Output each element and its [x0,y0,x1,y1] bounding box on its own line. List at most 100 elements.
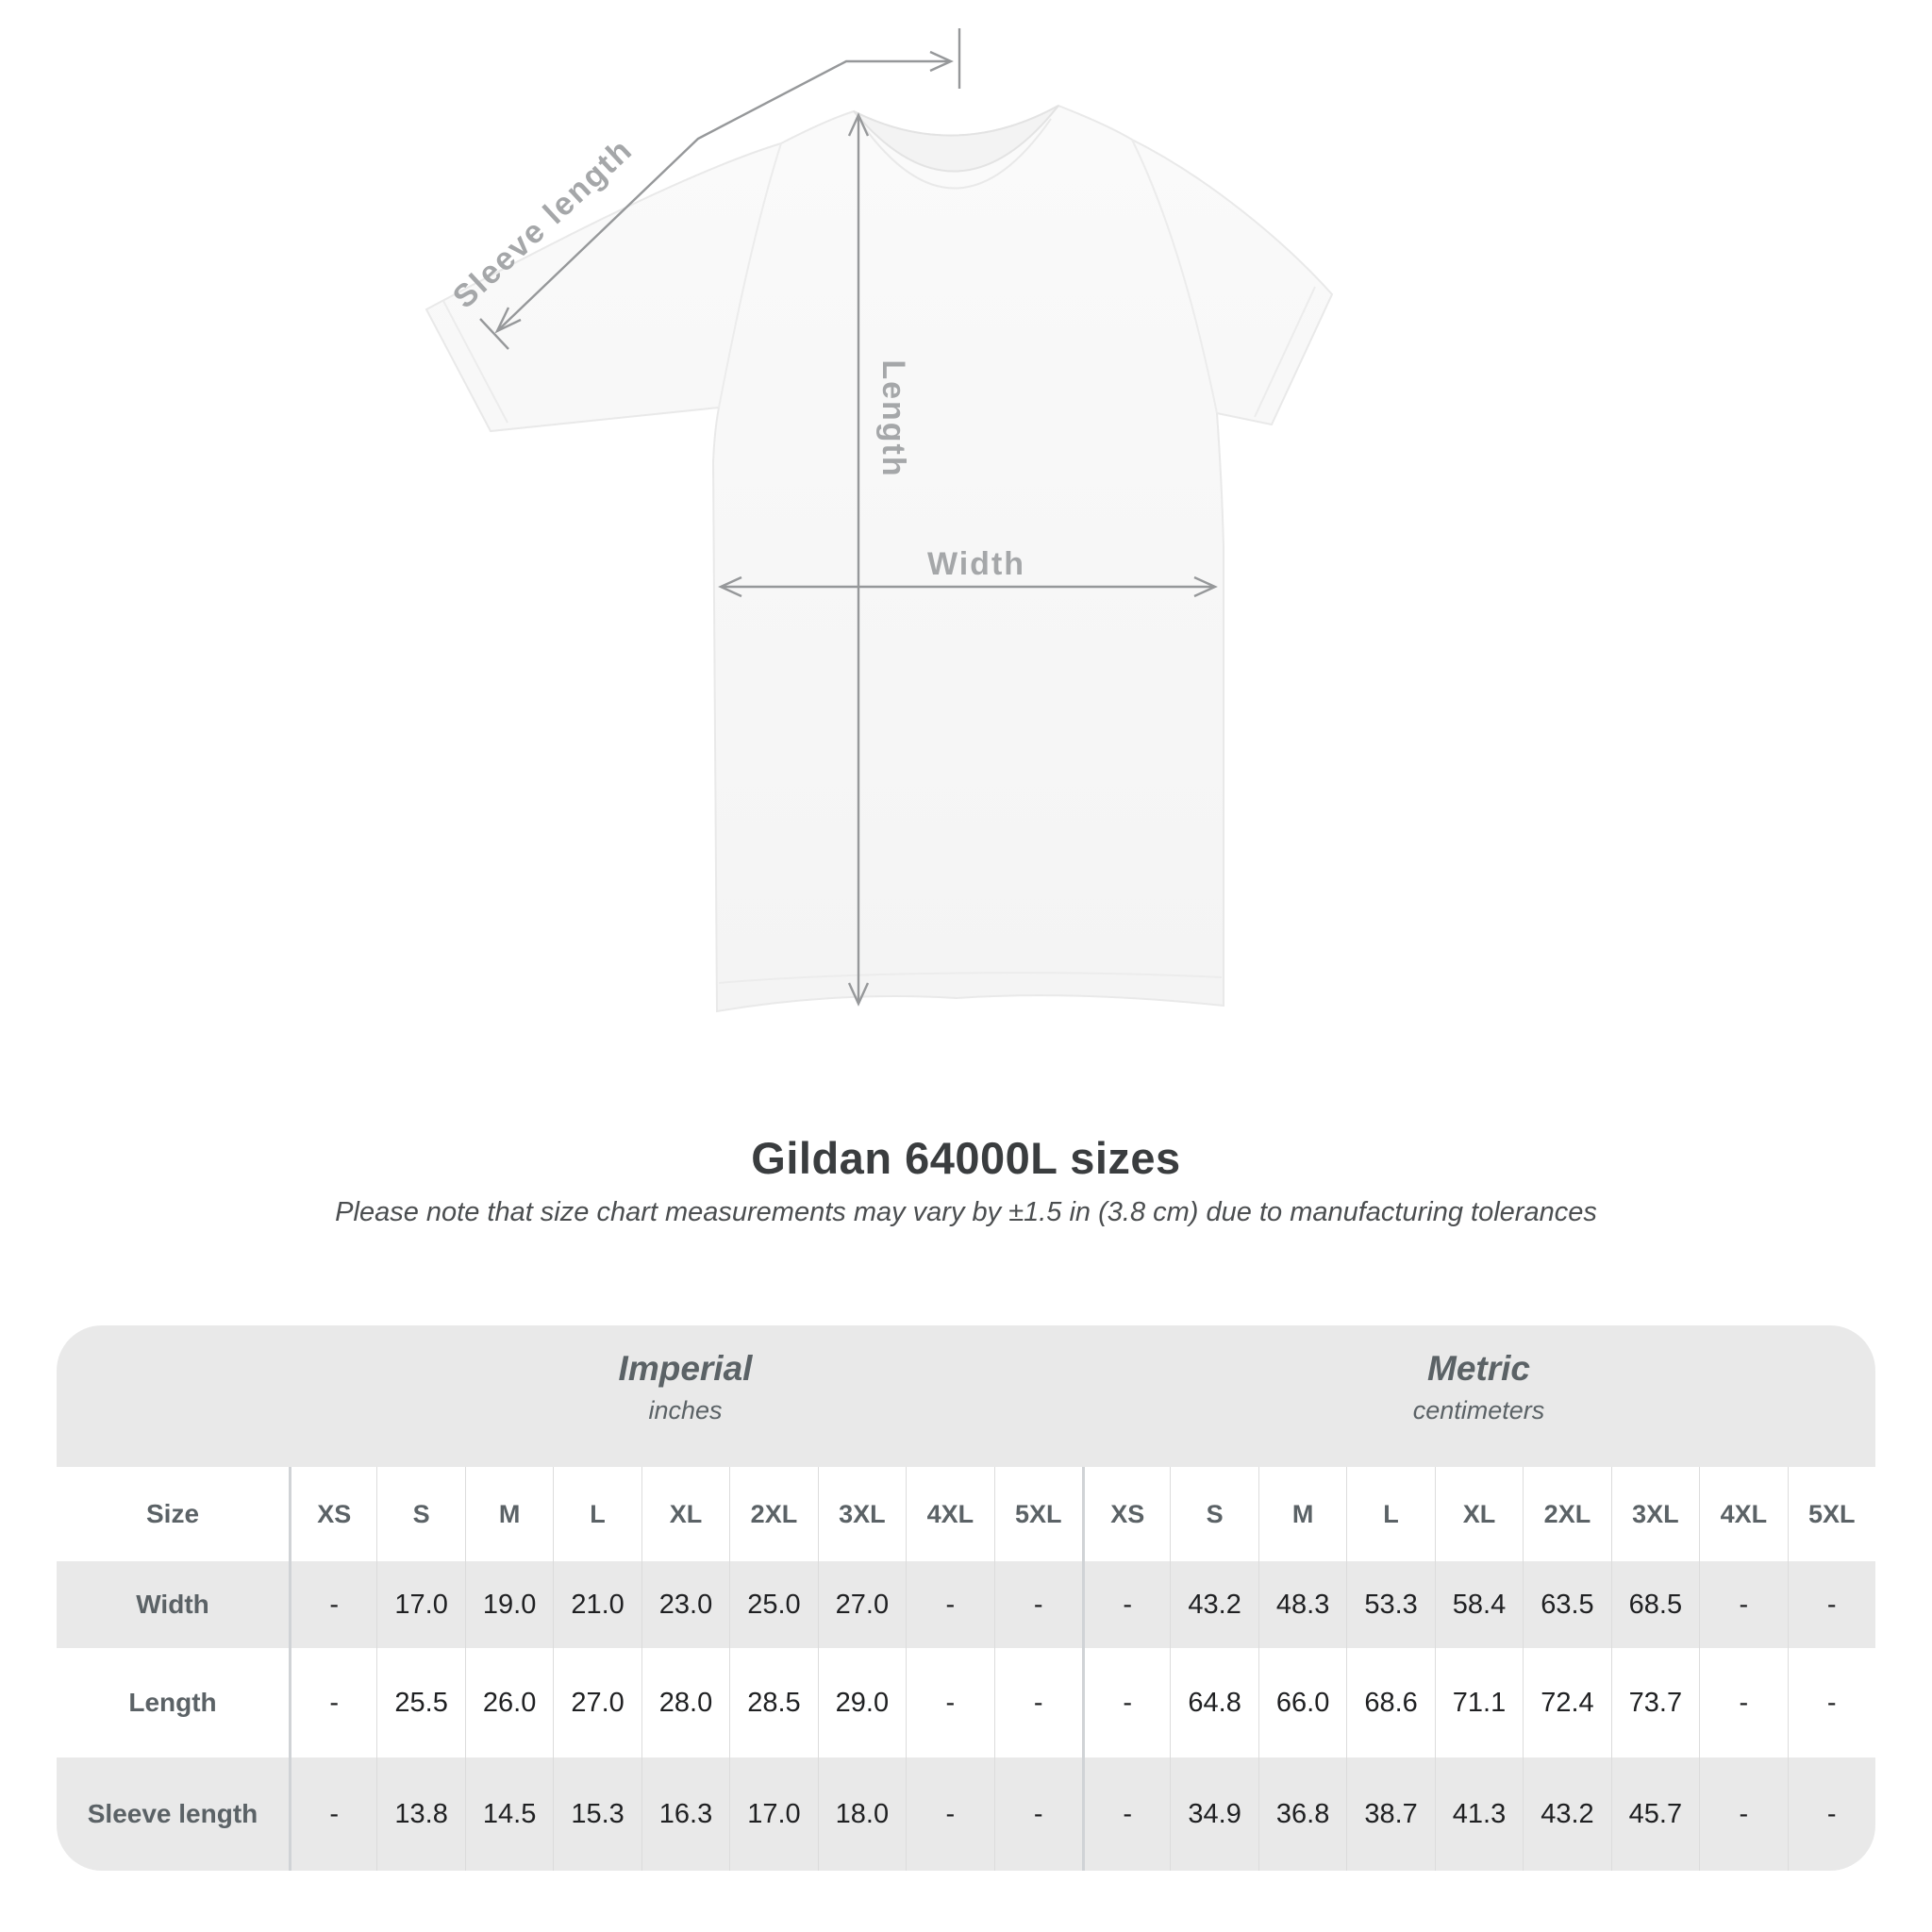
value-cell: 16.3 [641,1757,729,1871]
table-row-1: Length -25.5 26.0 27.0 28.0 28.5 29.0- - -64.8 66… [57,1648,1875,1757]
width-arrow-right [1193,575,1218,598]
armhole-seam-right [1131,139,1218,414]
width-dimension [718,575,1218,598]
sleeve-arrow-right [929,50,954,73]
units-band: Imperial inches Metric centimeters [57,1325,1875,1467]
row-label: Width [136,1590,209,1619]
value-cell: 13.8 [376,1757,464,1871]
tshirt-graphic: Sleeve length Length Width [425,28,1334,1013]
value-cell: 15.3 [553,1757,641,1871]
value-cell: 72.4 [1523,1648,1610,1757]
length-arrow-top [847,112,870,137]
value-cell: - [906,1561,993,1648]
value-cell: 19.0 [464,1561,553,1648]
size-header-cell: 5XL [1787,1467,1875,1561]
collar-stitch [861,118,1052,190]
value-cell: 25.0 [729,1561,817,1648]
value-cell: - [1787,1561,1875,1648]
width-label: Width [927,546,1025,582]
page-subtitle: Please note that size chart measurements… [335,1197,1597,1227]
width-arrow-left [718,575,742,598]
value-cell: 26.0 [464,1648,553,1757]
value-cell: 23.0 [641,1561,729,1648]
value-cell: 63.5 [1523,1561,1610,1648]
imperial-section-header: Imperial inches [289,1325,1082,1467]
value-cell: - [1081,1757,1170,1871]
value-cell: 36.8 [1257,1757,1346,1871]
size-header-row: Size XS S M L XL 2XL 3XL 4XL 5XL XS S M L XL 2XL 3XL 4XL 5… [57,1467,1875,1561]
value-cell: 66.0 [1257,1648,1346,1757]
dimension-lines [479,28,1218,1007]
value-cell: 18.0 [817,1757,906,1871]
collar [853,105,1059,173]
value-cell: 17.0 [729,1757,817,1871]
size-header-cell: S [1170,1467,1257,1561]
value-cell: 27.0 [553,1648,641,1757]
size-column-header: Size [145,1499,200,1528]
value-cell: 43.2 [1170,1561,1257,1648]
size-header-cell: L [553,1467,641,1561]
value-cell: 25.5 [376,1648,464,1757]
value-cell: 27.0 [817,1561,906,1648]
value-cell: - [906,1648,993,1757]
value-cell: 58.4 [1434,1561,1523,1648]
size-header-cell: 5XL [993,1467,1082,1561]
units-band-spacer [57,1325,289,1467]
value-cell: - [1787,1757,1875,1871]
value-cell: 71.1 [1434,1648,1523,1757]
page-title: Gildan 64000L sizes [751,1133,1181,1183]
value-cell: 38.7 [1346,1757,1434,1871]
value-cell: 68.5 [1610,1561,1699,1648]
cuff-seam-right [1254,286,1316,418]
value-cell: 28.0 [641,1648,729,1757]
size-header-cell: XL [1434,1467,1523,1561]
tshirt-silhouette [425,104,1334,1013]
heading: Gildan 64000L sizes Please note that siz… [0,1132,1932,1228]
table-row-2: Sleeve length -13.8 14.5 15.3 16.3 17.0 18.0- -… [57,1757,1875,1871]
size-header-cell: 3XL [817,1467,906,1561]
size-header-cell: XS [289,1467,376,1561]
value-cell: 34.9 [1170,1757,1257,1871]
length-arrow-bottom [847,982,870,1007]
length-label: Length [875,359,911,477]
size-header-cell: M [1257,1467,1346,1561]
cuff-seam-left [442,300,508,424]
value-cell: 64.8 [1170,1648,1257,1757]
size-table: Imperial inches Metric centimeters Size X… [57,1325,1875,1871]
size-header-cell: S [376,1467,464,1561]
armhole-seam-left [718,142,782,408]
size-header-cell: XL [641,1467,729,1561]
value-cell: - [1081,1561,1170,1648]
value-cell: 29.0 [817,1648,906,1757]
size-header-cell: L [1346,1467,1434,1561]
value-cell: - [289,1757,376,1871]
metric-label: Metric [1427,1349,1530,1388]
size-header-cell: 3XL [1610,1467,1699,1561]
value-cell: 53.3 [1346,1561,1434,1648]
value-cell: - [289,1561,376,1648]
value-cell: 43.2 [1523,1757,1610,1871]
size-header-cell: 2XL [729,1467,817,1561]
value-cell: 68.6 [1346,1648,1434,1757]
value-cell: 48.3 [1257,1561,1346,1648]
value-cell: 41.3 [1434,1757,1523,1871]
tshirt-body [425,104,1334,1013]
imperial-unit-label: inches [648,1396,723,1424]
value-cell: 17.0 [376,1561,464,1648]
value-cell: - [906,1757,993,1871]
metric-section-header: Metric centimeters [1082,1325,1875,1467]
table-row-0: Width -17.0 19.0 21.0 23.0 25.0 27.0- - -43.2 48.… [57,1561,1875,1648]
imperial-label: Imperial [618,1349,753,1388]
sleeve-length-dimension [479,28,961,350]
metric-unit-label: centimeters [1412,1396,1545,1424]
value-cell: - [1081,1648,1170,1757]
value-cell: - [993,1648,1082,1757]
value-cell: 73.7 [1610,1648,1699,1757]
value-cell: 21.0 [553,1561,641,1648]
value-cell: - [1699,1757,1787,1871]
row-label: Length [128,1688,217,1717]
value-cell: 14.5 [464,1757,553,1871]
sleeve-dimension-line [496,59,949,332]
sleeve-arrow-end [494,307,522,334]
